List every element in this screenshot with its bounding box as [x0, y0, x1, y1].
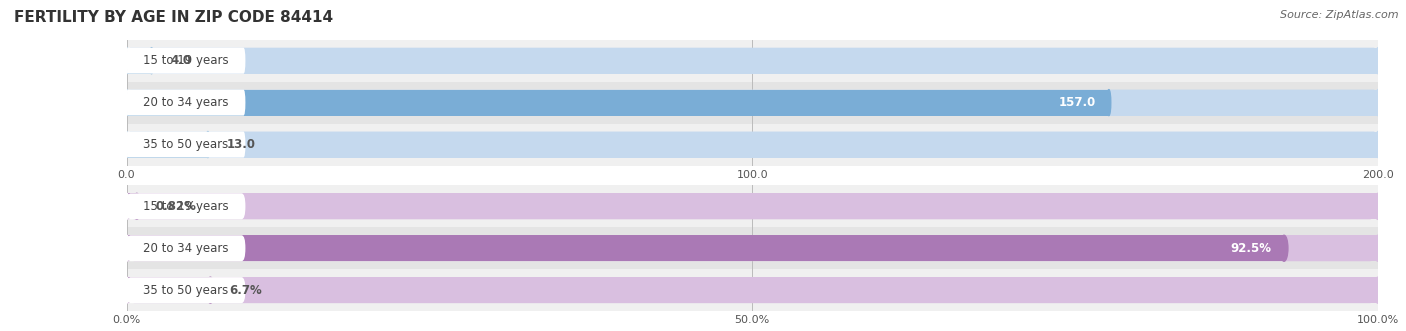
Bar [127, 185, 1378, 227]
Text: 0.82%: 0.82% [156, 200, 197, 213]
Circle shape [1279, 235, 1288, 261]
Text: 20 to 34 years: 20 to 34 years [142, 242, 228, 255]
Text: 35 to 50 years: 35 to 50 years [143, 138, 228, 151]
Text: 35 to 50 years: 35 to 50 years [143, 284, 228, 297]
Text: Source: ZipAtlas.com: Source: ZipAtlas.com [1281, 10, 1399, 20]
Circle shape [134, 193, 141, 219]
FancyBboxPatch shape [127, 48, 246, 74]
Circle shape [125, 90, 128, 116]
Circle shape [1374, 193, 1382, 219]
FancyBboxPatch shape [128, 131, 1376, 158]
Text: 92.5%: 92.5% [1230, 242, 1271, 255]
Circle shape [125, 90, 128, 116]
Circle shape [1374, 277, 1382, 303]
Circle shape [1376, 48, 1379, 74]
Circle shape [125, 131, 128, 158]
Bar [127, 123, 1378, 166]
Bar [127, 90, 1378, 116]
Bar [127, 269, 1378, 311]
Bar [127, 227, 1378, 269]
FancyBboxPatch shape [131, 235, 1374, 261]
FancyBboxPatch shape [128, 90, 1376, 116]
Circle shape [122, 193, 131, 219]
Circle shape [125, 48, 128, 74]
Text: 15 to 19 years: 15 to 19 years [142, 200, 228, 213]
FancyBboxPatch shape [127, 193, 246, 219]
Text: 6.7%: 6.7% [229, 284, 262, 297]
Circle shape [125, 48, 128, 74]
Circle shape [125, 90, 128, 116]
Circle shape [122, 193, 131, 219]
Circle shape [122, 235, 131, 261]
Circle shape [122, 235, 131, 261]
Circle shape [125, 131, 128, 158]
FancyBboxPatch shape [127, 235, 246, 261]
FancyBboxPatch shape [128, 48, 1376, 74]
Bar [127, 90, 1109, 116]
Circle shape [1107, 90, 1111, 116]
Circle shape [1376, 90, 1379, 116]
Bar [127, 193, 1378, 219]
Bar [127, 131, 208, 158]
FancyBboxPatch shape [127, 277, 246, 303]
FancyBboxPatch shape [131, 277, 1374, 303]
Circle shape [1374, 235, 1382, 261]
Circle shape [122, 277, 131, 303]
Circle shape [122, 193, 131, 219]
Circle shape [1376, 131, 1379, 158]
Bar [127, 277, 211, 303]
Text: 4.0: 4.0 [170, 54, 191, 67]
Circle shape [207, 277, 214, 303]
Bar [127, 235, 1284, 261]
Circle shape [125, 48, 128, 74]
Circle shape [122, 277, 131, 303]
Bar [127, 131, 1378, 158]
Circle shape [125, 131, 128, 158]
Bar [127, 48, 152, 74]
Text: 157.0: 157.0 [1059, 96, 1097, 109]
Circle shape [122, 277, 131, 303]
Circle shape [205, 131, 209, 158]
Bar [127, 277, 1378, 303]
Bar [127, 235, 1378, 261]
Bar [127, 193, 136, 219]
Bar [127, 82, 1378, 123]
FancyBboxPatch shape [131, 193, 1374, 219]
Bar [127, 40, 1378, 82]
FancyBboxPatch shape [127, 131, 246, 158]
Text: 20 to 34 years: 20 to 34 years [142, 96, 228, 109]
FancyBboxPatch shape [127, 90, 246, 116]
Text: 13.0: 13.0 [226, 138, 256, 151]
Text: FERTILITY BY AGE IN ZIP CODE 84414: FERTILITY BY AGE IN ZIP CODE 84414 [14, 10, 333, 25]
Circle shape [122, 235, 131, 261]
Circle shape [149, 48, 153, 74]
Bar [127, 48, 1378, 74]
Text: 15 to 19 years: 15 to 19 years [142, 54, 228, 67]
